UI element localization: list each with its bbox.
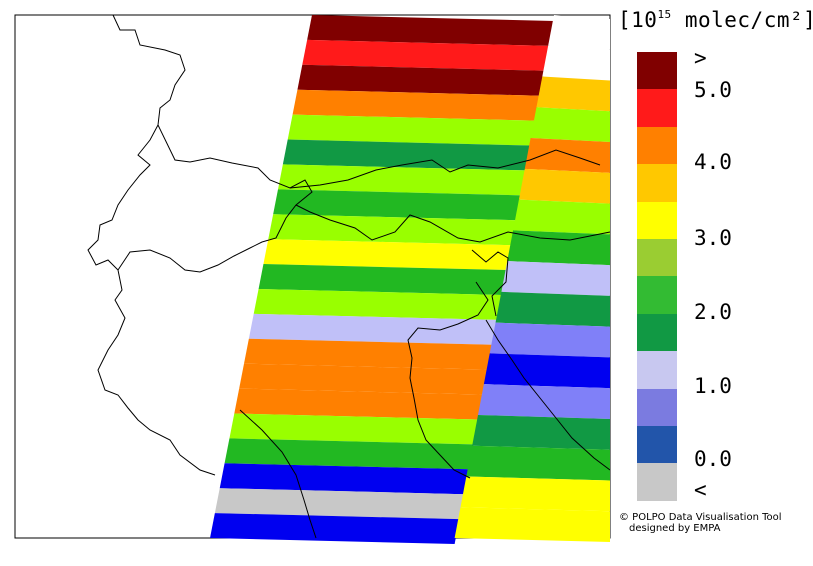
legend-label: 2.0 (694, 300, 732, 324)
credit-line-1: © POLPO Data Visualisation Tool (619, 512, 782, 523)
swath-pixel (282, 139, 531, 171)
swath-pixel (224, 438, 474, 470)
swath-pixel (229, 413, 479, 445)
swath-pixel (536, 76, 610, 112)
slovenia-border (471, 249, 509, 317)
swath-pixel (501, 261, 610, 296)
swath-pixel (248, 313, 498, 345)
croatia-coast (485, 319, 611, 471)
swath-pixel (239, 363, 488, 395)
switzerland-border (117, 124, 313, 273)
swath-pixel (273, 189, 521, 221)
swath-pixel (483, 353, 610, 389)
legend-color-bin (637, 164, 677, 203)
swath-pixel (302, 39, 550, 71)
swath-pixel (253, 288, 502, 320)
legend-label: > (694, 46, 707, 70)
swath-pixel (518, 168, 610, 204)
swath-pixel (268, 214, 517, 246)
legend-color-bin (637, 463, 677, 502)
swath-pixel (524, 138, 610, 173)
legend-label: 0.0 (694, 447, 732, 471)
swath-pixel (297, 64, 545, 96)
country-borders (87, 14, 611, 539)
swath-pixel (214, 488, 465, 520)
italy-coast (407, 281, 489, 479)
swath-pixel (278, 164, 526, 196)
legend-label: 5.0 (694, 78, 732, 102)
swath-pixel (234, 388, 484, 420)
swath-pixel (507, 230, 610, 266)
swath-pixel (495, 291, 610, 327)
france-border (87, 14, 216, 476)
legend-color-bin (637, 388, 677, 427)
legend-color-bin (637, 239, 677, 277)
swath-pixel (460, 476, 610, 512)
legend-label: 4.0 (694, 150, 732, 174)
alps-border (289, 149, 601, 189)
swath-pixel (548, 15, 610, 50)
credit-line-2: designed by EMPA (629, 523, 721, 534)
legend-label: 1.0 (694, 374, 732, 398)
legend-label: < (694, 478, 707, 502)
swath-pixel (219, 463, 469, 495)
legend-color-bin (637, 426, 677, 464)
legend-color-bin (637, 89, 677, 128)
legend-color-bin (637, 126, 677, 165)
swath-east (454, 15, 610, 542)
swath-pixel (244, 338, 493, 370)
swath-pixel (530, 107, 610, 143)
swath-pixel (287, 114, 536, 146)
swath-pixel (258, 264, 507, 295)
italy-north-border (295, 204, 611, 243)
swath-pixel (466, 445, 610, 481)
legend-color-bin (637, 351, 677, 390)
swath-pixel (292, 89, 540, 121)
swath-pixel (489, 322, 610, 358)
legend-color-bin (637, 201, 677, 240)
swath-pixel (210, 513, 460, 544)
swath-west (210, 15, 554, 544)
swath-pixel (307, 15, 554, 46)
tyrrhenian-coast (239, 409, 317, 539)
swath-pixel (542, 45, 610, 81)
legend-unit-label: [1015 molec/cm²] (618, 8, 813, 32)
legend-color-bin (637, 276, 677, 315)
legend-color-bin (637, 313, 677, 352)
swath-pixel (454, 507, 610, 542)
swath-pixel (478, 384, 610, 419)
swath-pixel (472, 414, 610, 450)
swath-pixel (513, 199, 610, 235)
legend-label: 3.0 (694, 226, 732, 250)
swath-pixel (263, 239, 512, 271)
legend-color-bin (637, 52, 677, 90)
